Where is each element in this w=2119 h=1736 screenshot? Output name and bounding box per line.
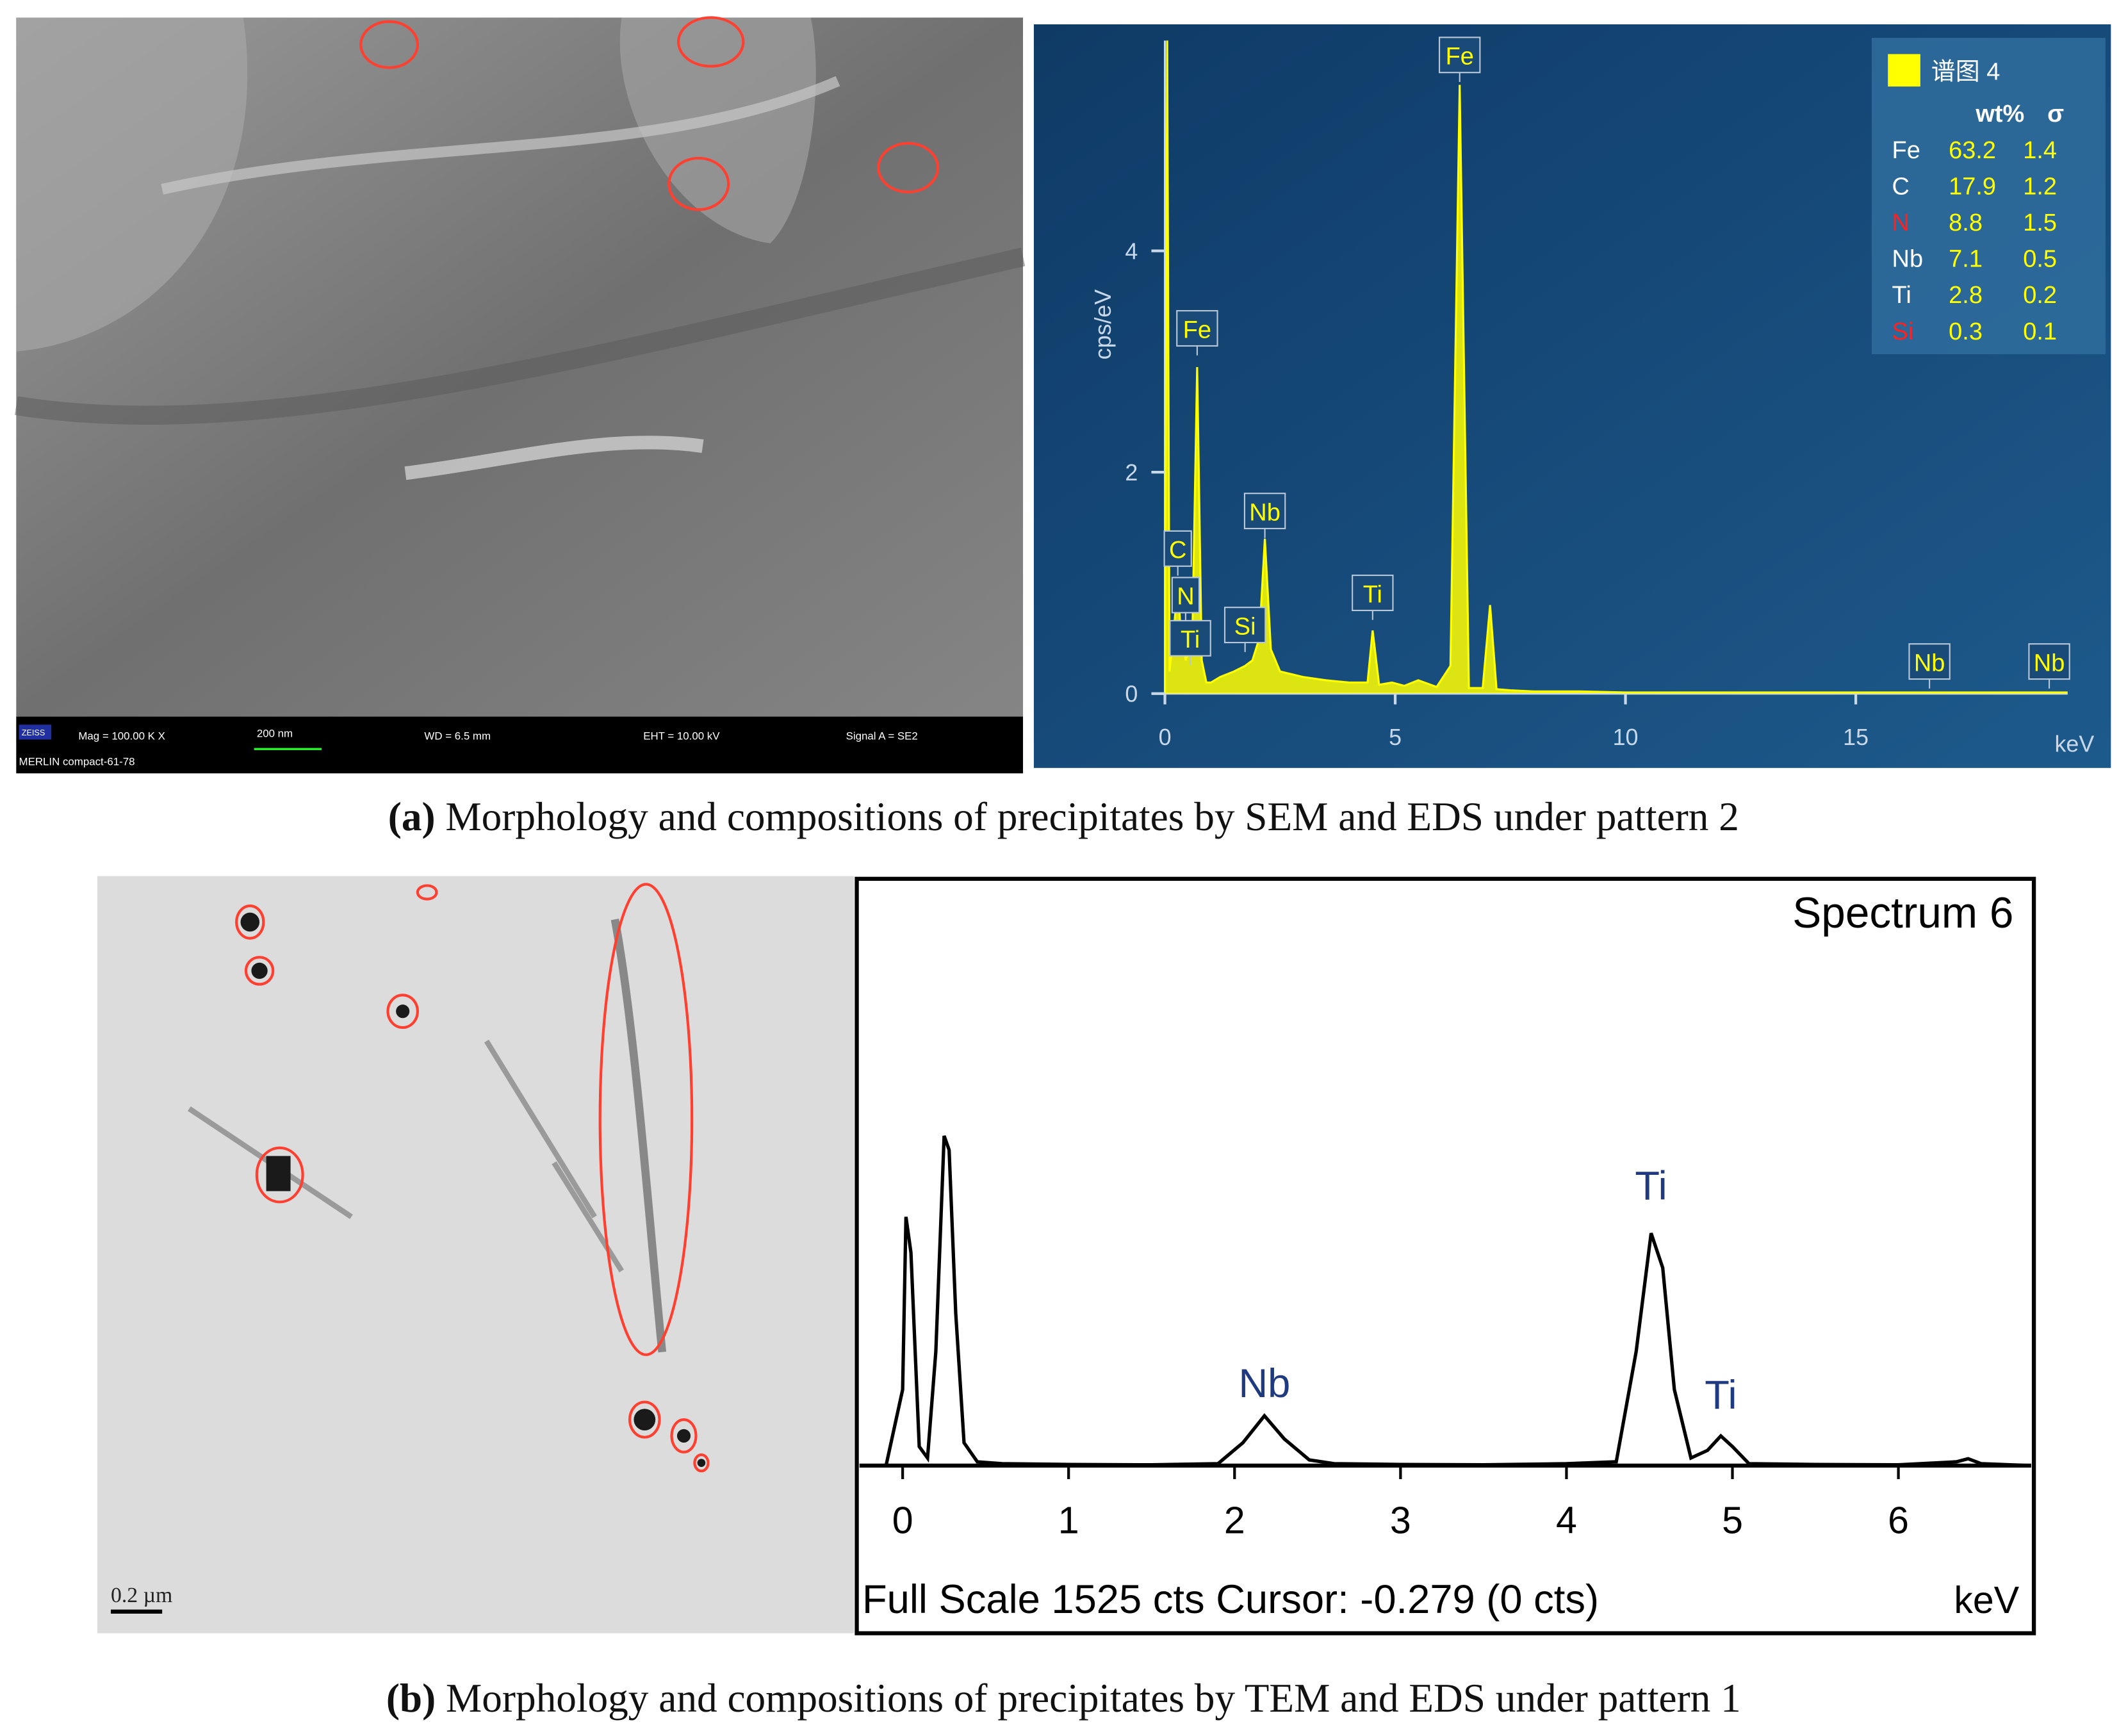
legend-sigma: 1.2 xyxy=(2023,173,2057,200)
peak-label: Nb xyxy=(1238,1361,1290,1406)
legend-wt: 63.2 xyxy=(1949,137,1996,164)
x-tick-label: 0 xyxy=(1159,725,1172,750)
y-axis-label: cps/eV xyxy=(1090,290,1116,360)
sem-logo xyxy=(19,725,52,740)
sem-ridge xyxy=(404,436,704,480)
y-tick-label: 4 xyxy=(1125,238,1138,264)
peak-label: N xyxy=(1177,584,1194,610)
peak-label: Fe xyxy=(1183,316,1211,343)
x-tick-label: 0 xyxy=(892,1499,913,1541)
peak-label-box xyxy=(1163,530,1192,567)
sem-grain xyxy=(16,17,248,352)
legend-header: wt% xyxy=(1975,101,2024,127)
x-tick-label: 1 xyxy=(1058,1499,1079,1541)
tem-markers xyxy=(235,883,710,1473)
legend-sigma: 0.2 xyxy=(2023,282,2057,309)
x-tick-label: 3 xyxy=(1390,1499,1411,1541)
y-tick-label: 2 xyxy=(1125,460,1138,486)
tem-particles xyxy=(240,912,706,1467)
legend-wt: 7.1 xyxy=(1949,246,1983,273)
peak-label: Ti xyxy=(1635,1163,1667,1208)
peak-label: Nb xyxy=(2034,650,2065,676)
x-axis-label: keV xyxy=(1954,1579,2019,1621)
peak-label: Ti xyxy=(1705,1373,1737,1418)
legend-sigma: 0.5 xyxy=(2023,246,2057,273)
sem-info: ZEISS Mag = 100.00 K X 200 nm WD = 6.5 m… xyxy=(19,727,918,767)
sem-eht: EHT = 10.00 kV xyxy=(643,730,720,742)
x-tick-label: 5 xyxy=(1722,1499,1743,1541)
chart-footer: Full Scale 1525 cts Cursor: -0.279 (0 ct… xyxy=(862,1577,1599,1622)
legend-box xyxy=(1871,38,2106,354)
peak-label-box xyxy=(1176,310,1218,347)
legend-sigma: 1.5 xyxy=(2023,209,2057,236)
legend-sigma: 0.1 xyxy=(2023,318,2057,345)
legend-header: σ xyxy=(2047,101,2064,127)
legend-wt: 8.8 xyxy=(1949,209,1983,236)
sem-ridge xyxy=(161,76,840,195)
caption-text: Morphology and compositions of precipita… xyxy=(445,794,1739,839)
legend-wt: 0.3 xyxy=(1949,318,1983,345)
peak-label: Ti xyxy=(1181,626,1200,653)
sem-markers xyxy=(359,16,940,211)
sem-mag: Mag = 100.00 K X xyxy=(78,730,165,742)
x-tick-label: 10 xyxy=(1613,725,1639,750)
sem-panel: ZEISS Mag = 100.00 K X 200 nm WD = 6.5 m… xyxy=(14,16,1026,774)
sem-signal: Signal A = SE2 xyxy=(846,730,918,742)
y-tick-label: 0 xyxy=(1125,681,1138,707)
legend-element: Ti xyxy=(1892,282,1911,309)
peak-label: C xyxy=(1169,537,1186,564)
x-axis-label: keV xyxy=(2054,731,2094,757)
spectrum-line xyxy=(884,1135,2031,1468)
legend-sigma: 1.4 xyxy=(2023,137,2057,164)
peak-label: Nb xyxy=(1914,650,1945,676)
legend-element: Fe xyxy=(1892,137,1920,164)
legend-element: Si xyxy=(1892,318,1914,345)
x-tick-label: 4 xyxy=(1556,1499,1577,1541)
tem-panel: 0.2 µm xyxy=(97,876,855,1634)
x-tick-label: 6 xyxy=(1888,1499,1909,1541)
sem-info-bar xyxy=(16,716,1024,774)
x-tick-label: 15 xyxy=(1843,725,1869,750)
sem-grain xyxy=(619,17,816,243)
peak-label: Ti xyxy=(1363,581,1382,608)
sem-brand: ZEISS xyxy=(22,728,45,737)
legend-wt: 17.9 xyxy=(1949,173,1996,200)
caption-text: Morphology and compositions of precipita… xyxy=(446,1676,1741,1721)
peak-label-box xyxy=(1908,643,1951,680)
caption-label: (b) xyxy=(386,1676,436,1721)
peak-label: Si xyxy=(1234,613,1256,640)
peak-label-box xyxy=(1223,607,1266,644)
sem-ridge xyxy=(14,247,1026,425)
legend-wt: 2.8 xyxy=(1949,282,1983,309)
caption: (a) Morphology and compositions of preci… xyxy=(388,794,1739,839)
peak-label: Nb xyxy=(1249,499,1280,526)
peak-label-box xyxy=(1352,575,1394,611)
sem-wd: WD = 6.5 mm xyxy=(424,730,491,742)
legend-title: 谱图 4 xyxy=(1931,59,2000,86)
legend-element: C xyxy=(1892,173,1910,200)
legend-element: Nb xyxy=(1892,246,1924,273)
x-tick-label: 2 xyxy=(1224,1499,1245,1541)
caption-label: (a) xyxy=(388,794,436,839)
peak-label-box xyxy=(1171,577,1200,614)
legend-swatch xyxy=(1888,54,1920,87)
x-tick-label: 5 xyxy=(1389,725,1402,750)
peak-label: Fe xyxy=(1446,44,1474,70)
eds-b-panel xyxy=(855,876,2036,1635)
tem-image xyxy=(97,876,855,1634)
sem-instrument: MERLIN compact-61-78 xyxy=(19,756,135,768)
tem-feature xyxy=(610,919,667,1353)
legend-element: N xyxy=(1892,209,1910,236)
peak-label-box xyxy=(1439,37,1481,74)
sem-scale: 200 nm xyxy=(257,727,293,739)
chart-title: Spectrum 6 xyxy=(1792,889,2013,937)
peak-label-box xyxy=(1169,619,1211,657)
caption: (b) Morphology and compositions of preci… xyxy=(386,1676,1741,1721)
tem-scale: 0.2 µm xyxy=(111,1584,172,1607)
